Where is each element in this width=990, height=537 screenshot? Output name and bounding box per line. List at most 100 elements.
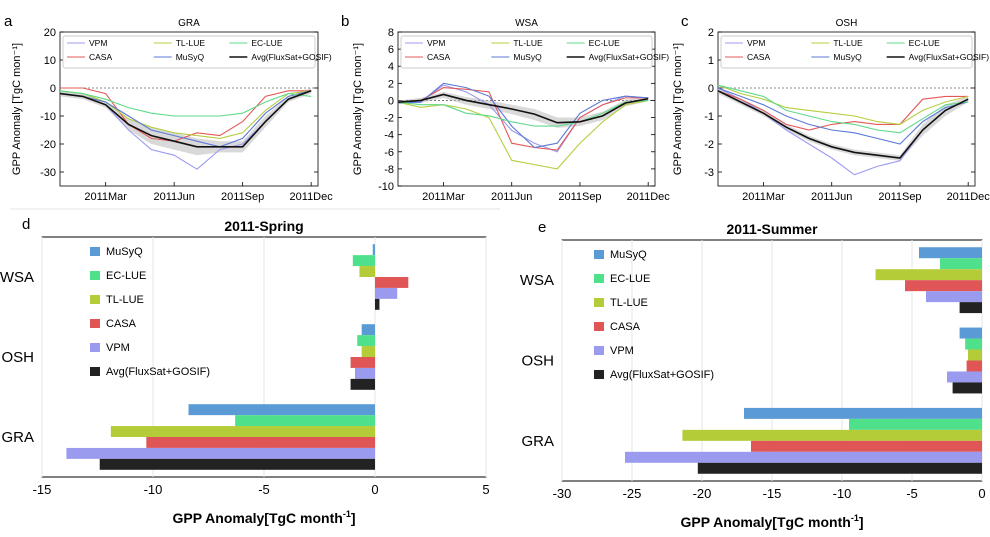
y-tick-label: 20 xyxy=(44,27,56,39)
y-tick-label: 1 xyxy=(708,55,714,67)
x-tick-label: 2011Mar xyxy=(84,191,127,203)
legend-label: CASA xyxy=(106,318,137,330)
x-tick-label: 2011Dec xyxy=(947,191,990,203)
legend-label: EC-LUE xyxy=(589,38,621,48)
x-tick-label: -5 xyxy=(906,486,918,501)
x-axis-label-text: GPP Anomaly[TgC month xyxy=(172,510,342,526)
chart-title: 2011-Summer xyxy=(726,221,818,237)
legend-label: VPM xyxy=(89,38,107,48)
legend-label: VPM xyxy=(106,342,130,354)
legend-swatch xyxy=(594,370,604,379)
bar-avg-fluxsat-gosif- xyxy=(350,378,375,390)
legend-swatch xyxy=(594,250,604,259)
y-tick-label: 10 xyxy=(44,55,56,67)
bar-musyq xyxy=(959,327,982,339)
chart-title: OSH xyxy=(836,18,858,29)
x-axis-label: GPP Anomaly[TgC month-1] xyxy=(680,513,863,530)
chart-panel-e: e 2011-Summer -30 -25 -20 -15 -10 -5 0 GPP Anomal… xyxy=(520,219,986,530)
series-line-ec-lue xyxy=(59,90,312,117)
series-line-avg xyxy=(397,93,649,124)
y-tick-label: -20 xyxy=(40,139,56,151)
y-tick-label: 2 xyxy=(388,78,394,90)
legend-label: MuSyQ xyxy=(176,52,205,62)
x-tick-label: 2011Mar xyxy=(742,191,785,203)
category-label: OSH xyxy=(1,349,34,366)
bar-casa xyxy=(966,360,982,372)
series-line-musyq xyxy=(397,82,649,149)
bar-tl-lue xyxy=(968,349,982,361)
series-line-ec-lue xyxy=(717,84,969,134)
bar-ec-lue xyxy=(357,335,375,347)
legend-swatch xyxy=(90,295,100,304)
y-axis-label: GPP Anomaly [TgC mon⁻¹] xyxy=(352,43,364,175)
series-line-avg xyxy=(59,90,312,148)
series-line-avg xyxy=(717,90,969,159)
y-axis-label: GPP Anomaly [TgC mon⁻¹] xyxy=(672,43,684,175)
y-tick-label: -10 xyxy=(40,111,56,123)
category-label: WSA xyxy=(520,272,554,289)
bar-musyq xyxy=(744,407,982,419)
x-tick-label: -15 xyxy=(33,482,52,497)
x-tick-label: 0 xyxy=(371,482,378,497)
bar-avg-fluxsat-gosif- xyxy=(959,302,982,314)
chart-panel-b: b WSA -10 -8 -6 -4 -2 0 2 4 6 8 2011Mar 2011Jun 2011Se… xyxy=(341,13,670,203)
y-tick-label: 6 xyxy=(388,44,394,56)
legend-label: Avg(FluxSat+GOSIF) xyxy=(589,52,670,62)
y-tick-label: -10 xyxy=(378,181,394,193)
x-axis-label-sup: -1 xyxy=(851,513,859,523)
bar-tl-lue xyxy=(359,266,375,277)
legend-label: MuSyQ xyxy=(513,52,542,62)
bar-casa xyxy=(905,280,982,292)
bar-musyq xyxy=(919,247,982,259)
bar-ec-lue xyxy=(940,258,982,270)
legend-label: TL-LUE xyxy=(176,38,206,48)
x-tick-label: 2011Sep xyxy=(221,191,264,203)
y-tick-label: -2 xyxy=(704,139,714,151)
x-axis-label-sup: -1 xyxy=(343,509,351,519)
bar-ec-lue xyxy=(352,255,375,267)
legend-label: EC-LUE xyxy=(106,270,146,282)
y-tick-label: -8 xyxy=(384,164,394,176)
legend-label: TL-LUE xyxy=(833,38,863,48)
uncertainty-band xyxy=(398,91,649,128)
bar-avg-fluxsat-gosif- xyxy=(375,298,380,310)
chart-panel-d: d 2011-Spring -15 -10 -5 0 5 GPP Anomaly[TgC mo… xyxy=(0,216,490,526)
chart-panel-a: a GRA -30 -20 -10 0 10 20 2011Mar 2011Jun 2011Sep 2… xyxy=(4,13,333,203)
legend-swatch xyxy=(594,346,604,355)
panel-letter: b xyxy=(341,13,349,30)
bar-musyq xyxy=(372,244,375,256)
legend-swatch xyxy=(594,298,604,307)
bar-casa xyxy=(375,277,409,288)
legend-label: MuSyQ xyxy=(833,52,862,62)
panel-letter: c xyxy=(681,13,689,30)
y-tick-label: 4 xyxy=(388,61,394,73)
chart-title: GRA xyxy=(178,18,200,29)
legend-label: CASA xyxy=(747,52,770,62)
x-axis-label: GPP Anomaly[TgC month-1] xyxy=(172,509,355,526)
y-tick-label: 8 xyxy=(388,27,394,39)
y-tick-label: 2 xyxy=(708,27,714,39)
y-tick-label: -2 xyxy=(384,113,394,125)
y-tick-label: -3 xyxy=(704,167,714,179)
series-line-musyq xyxy=(59,90,312,148)
bar-casa xyxy=(350,357,375,368)
legend-box xyxy=(720,35,973,69)
legend-label: CASA xyxy=(427,52,450,62)
x-tick-label: -20 xyxy=(693,486,712,501)
legend-label: Avg(FluxSat+GOSIF) xyxy=(251,52,332,62)
panel-letter: e xyxy=(538,219,546,236)
series-line-ec-lue xyxy=(397,99,649,127)
x-tick-label: 2011Mar xyxy=(422,191,465,203)
category-label: GRA xyxy=(521,433,554,450)
legend-label: VPM xyxy=(610,345,634,357)
bar-casa xyxy=(146,437,375,448)
bar-musyq xyxy=(361,324,375,336)
legend-swatch xyxy=(90,247,100,256)
legend-label: EC-LUE xyxy=(610,273,650,285)
chart-title: WSA xyxy=(515,18,538,29)
legend-label: MuSyQ xyxy=(610,249,647,261)
legend-swatch xyxy=(594,274,604,283)
x-tick-label: 2011Jun xyxy=(811,191,852,203)
bar-vpm xyxy=(355,367,375,379)
y-tick-label: -6 xyxy=(384,147,394,159)
